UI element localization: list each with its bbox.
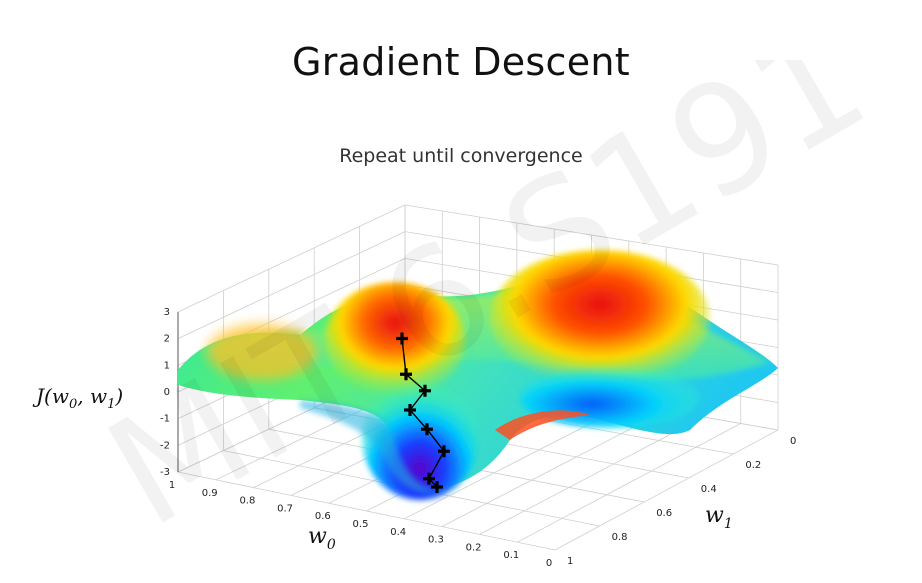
z-axis-ticks: 3 2 1 0 -1 -2 -3: [160, 307, 170, 478]
y-tick-label: 0.6: [656, 508, 672, 519]
descent-path-line: [401, 338, 445, 488]
z-tick-label: -3: [160, 467, 170, 478]
y-tick-label: 0: [790, 436, 796, 447]
descent-step-marker: [423, 472, 435, 485]
z-tick-label: -1: [160, 414, 170, 425]
z-tick-label: 1: [164, 360, 170, 371]
slide-title: Gradient Descent: [292, 40, 630, 84]
descent-step-marker: [396, 332, 408, 345]
descent-step-marker: [400, 368, 412, 381]
x-tick-label: 0.5: [353, 519, 369, 530]
x-tick-label: 0.1: [503, 550, 519, 561]
slide-subtitle: Repeat until convergence: [339, 145, 583, 167]
descent-step-marker: [431, 481, 443, 493]
cost-surface: [178, 250, 778, 500]
descent-path: [396, 332, 450, 493]
y-tick-label: 0.4: [701, 484, 717, 495]
x-tick-label: 0.3: [428, 535, 444, 546]
x-tick-label: 0.6: [315, 511, 331, 522]
x-tick-label: 0.7: [277, 503, 293, 514]
y-tick-label: 0.2: [745, 460, 761, 471]
descent-step-marker: [438, 445, 450, 458]
descent-step-marker: [419, 384, 431, 397]
z-tick-label: 3: [164, 307, 170, 318]
x-axis-ticks: 1 0.9 0.8 0.7 0.6 0.5 0.4 0.3 0.2 0.1 0: [169, 480, 552, 569]
x-tick-label: 0.8: [239, 496, 255, 507]
descent-step-marker: [421, 423, 433, 436]
x-tick-label: 0.4: [390, 527, 406, 538]
x-tick-label: 1: [169, 480, 175, 491]
x-tick-label: 0.9: [202, 488, 218, 499]
y-axis-label: w1: [705, 503, 733, 532]
x-tick-label: 0: [546, 558, 552, 569]
x-tick-label: 0.2: [466, 542, 482, 553]
y-tick-label: 0.8: [612, 532, 628, 543]
y-axis-ticks: 0 0.2 0.4 0.6 0.8 1: [567, 436, 796, 567]
x-axis-label: w0: [308, 524, 336, 553]
y-tick-label: 1: [567, 556, 573, 567]
z-tick-label: -2: [160, 440, 170, 451]
descent-step-marker: [404, 404, 416, 416]
z-tick-label: 2: [164, 334, 170, 345]
z-axis-label: J(w0, w1): [32, 384, 123, 412]
z-tick-label: 0: [164, 387, 170, 398]
